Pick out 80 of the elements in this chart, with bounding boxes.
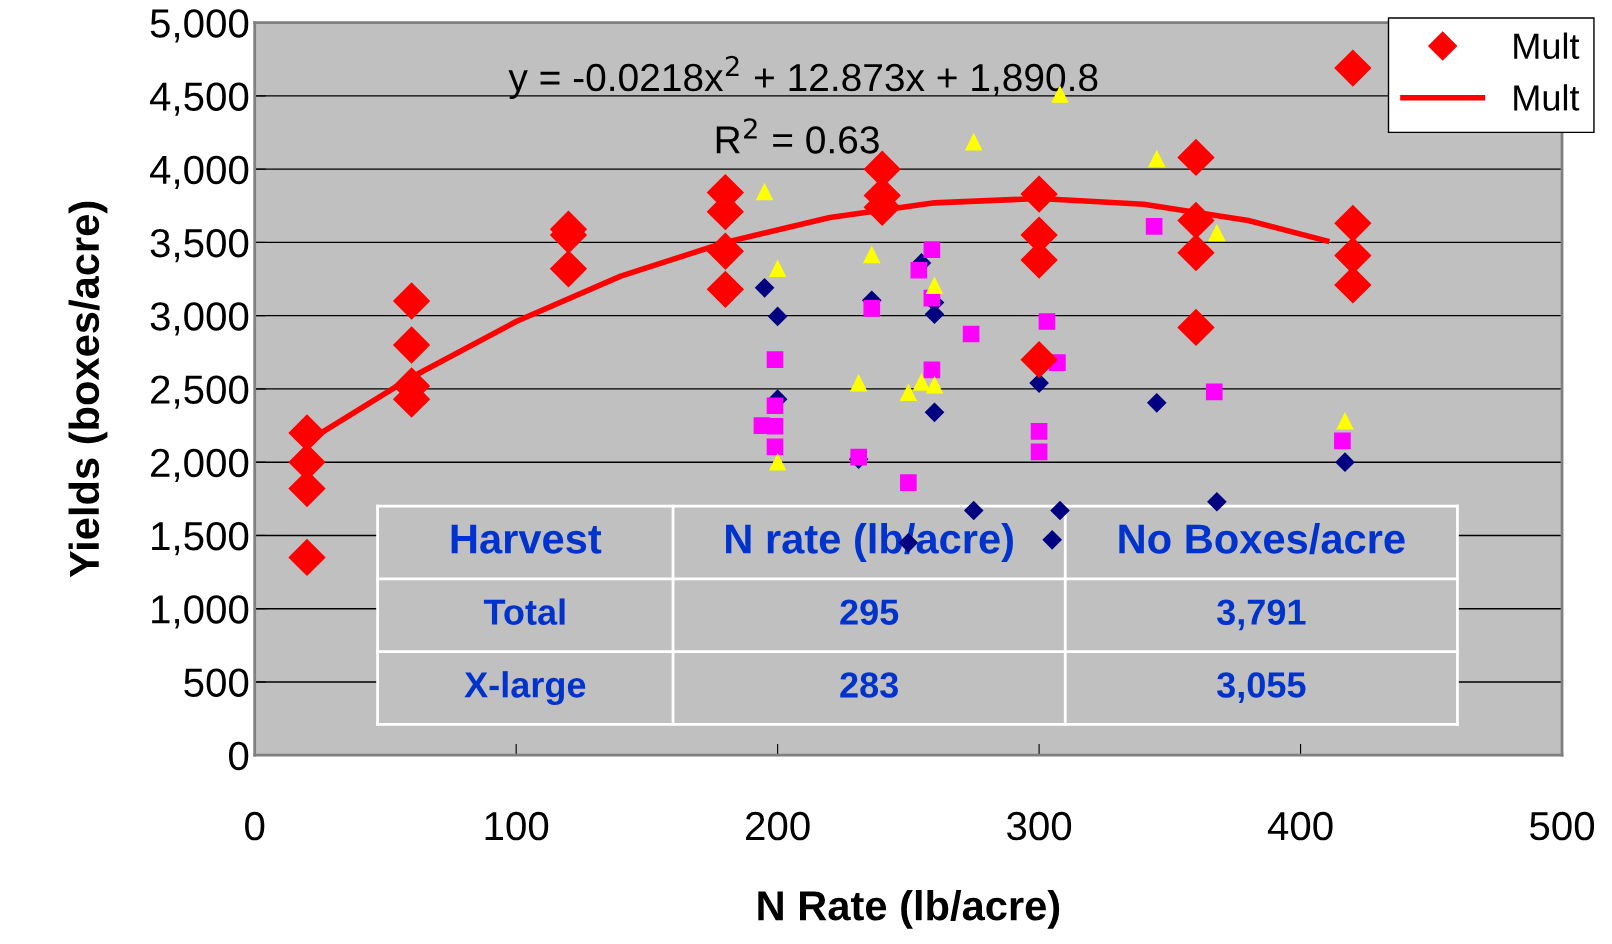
- point: [393, 326, 430, 364]
- annotation: y = -0.0218x$^{2}$ + 12.873x + 1,890.8: [508, 55, 1098, 99]
- y-tick-label: 3,500: [150, 228, 249, 263]
- legend-label: Mult: [1514, 32, 1580, 60]
- point: [1030, 423, 1048, 440]
- point: [1050, 500, 1070, 521]
- y-tick-label: 1,500: [152, 521, 249, 556]
- point: [1336, 412, 1354, 430]
- point: [1334, 205, 1372, 242]
- annotation: R$^{2}$ = 0.63: [716, 118, 879, 154]
- point: [1177, 234, 1215, 272]
- y-tick-label: 4,500: [149, 82, 249, 116]
- point: [923, 241, 941, 259]
- point: [863, 246, 881, 264]
- point: [1207, 492, 1227, 512]
- point: [965, 133, 983, 151]
- point: [1177, 139, 1215, 176]
- point: [926, 277, 943, 294]
- y-tick-label: 3,000: [150, 302, 249, 336]
- point: [768, 306, 788, 326]
- point: [288, 539, 326, 576]
- x-tick-label: 200: [746, 811, 810, 841]
- point: [769, 260, 786, 278]
- point: [964, 500, 984, 521]
- point: [766, 417, 784, 435]
- point: [863, 300, 881, 317]
- point: [1042, 530, 1062, 550]
- annotation: X-large: [464, 671, 586, 705]
- point: [926, 376, 943, 394]
- point: [924, 402, 945, 422]
- point: [393, 282, 430, 320]
- x-tick-label: 300: [1007, 811, 1072, 841]
- point: [900, 474, 917, 492]
- annotation: Harvest: [451, 524, 602, 554]
- y-tick-label: 0: [229, 741, 249, 771]
- y-tick-label: 1,000: [152, 595, 249, 629]
- annotation: No Boxes/acre: [1119, 523, 1405, 555]
- point: [1147, 393, 1167, 413]
- x-tick-label: 400: [1267, 811, 1333, 841]
- point: [1334, 432, 1351, 450]
- point: [1145, 217, 1163, 235]
- y-tick-label: 500: [184, 668, 249, 697]
- point: [1335, 452, 1355, 472]
- point: [1148, 150, 1166, 168]
- annotation: 295: [840, 599, 899, 625]
- point: [900, 384, 917, 401]
- x-tick-label: 100: [485, 811, 549, 841]
- point: [1020, 341, 1058, 378]
- annotation: 3,055: [1216, 672, 1306, 703]
- x-axis-title: N Rate (lb/acre): [758, 889, 1060, 929]
- point: [962, 325, 980, 343]
- y-axis-title: Yields (boxes/acre): [68, 201, 108, 578]
- point: [1030, 443, 1048, 461]
- point: [769, 453, 786, 471]
- point: [850, 448, 868, 466]
- point: [550, 250, 587, 288]
- legend-label: Mult: [1514, 84, 1580, 111]
- y-tick-label: 5,000: [150, 9, 249, 43]
- point: [766, 397, 784, 415]
- y-tick-label: 2,000: [151, 448, 249, 482]
- point: [850, 374, 868, 392]
- annotation: 3,791: [1216, 599, 1306, 631]
- point: [766, 438, 784, 456]
- point: [1177, 309, 1215, 346]
- point: [910, 261, 928, 279]
- point: [1208, 224, 1226, 242]
- point: [706, 270, 744, 308]
- x-tick-label: 500: [1530, 811, 1595, 841]
- point: [756, 183, 773, 201]
- y-tick-label: 4,000: [149, 155, 249, 189]
- point: [1038, 313, 1056, 330]
- annotation: 283: [840, 672, 898, 698]
- point: [766, 351, 784, 368]
- point: [913, 374, 930, 391]
- point: [923, 361, 941, 379]
- y-tick-label: 2,500: [151, 375, 249, 409]
- point: [755, 278, 775, 298]
- point: [1205, 383, 1223, 401]
- point: [1334, 49, 1372, 87]
- annotation: Total: [483, 598, 565, 625]
